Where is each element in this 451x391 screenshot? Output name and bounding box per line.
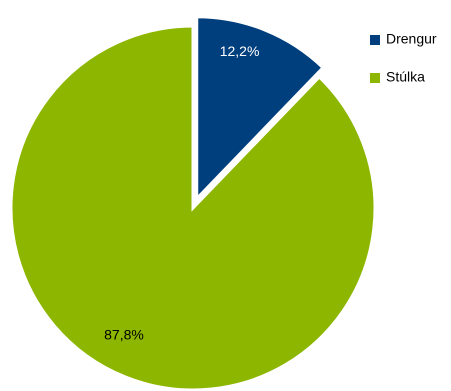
- pie-slice-st-lka: [9, 24, 377, 391]
- pie-slices: [9, 15, 377, 391]
- data-label-st-lka: 87,8%: [104, 327, 144, 343]
- data-label-drengur: 12,2%: [220, 43, 260, 59]
- pie-data-labels: 12,2% 87,8%: [104, 43, 259, 343]
- legend-label-st-lka: Stúlka: [386, 69, 425, 85]
- legend-label-drengur: Drengur: [386, 31, 437, 47]
- legend-swatch-st-lka: [370, 73, 380, 83]
- pie-slice-drengur: [195, 15, 326, 203]
- legend: Drengur Stúlka: [370, 31, 437, 85]
- legend-swatch-drengur: [370, 35, 380, 45]
